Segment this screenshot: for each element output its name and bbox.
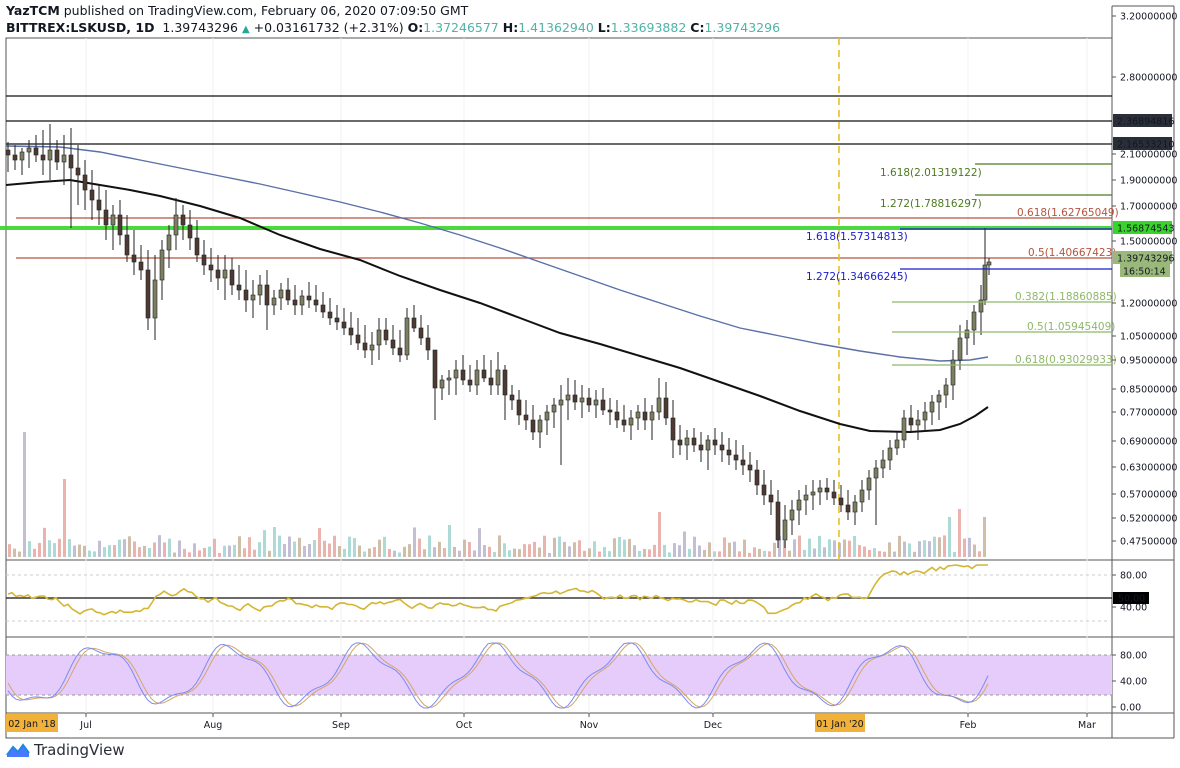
tradingview-logo[interactable]: TradingView xyxy=(6,741,125,759)
stoch-rsi-pane xyxy=(6,642,1112,709)
price-chart[interactable]: 1.618(2.01319122) 1.272(1.78816297) 0.618(… xyxy=(0,0,1180,740)
svg-text:Nov: Nov xyxy=(580,720,599,731)
svg-text:Mar: Mar xyxy=(1078,720,1096,731)
author-name[interactable]: YazTCM xyxy=(6,3,60,18)
open-value: 1.37246577 xyxy=(423,20,499,35)
svg-text:0.63000000: 0.63000000 xyxy=(1120,463,1177,474)
time-axis[interactable]: Jul Aug Sep Oct Nov Dec Feb Mar 02 Jan '18 01 Jan… xyxy=(6,713,1096,732)
svg-text:0.85000000: 0.85000000 xyxy=(1120,385,1177,396)
svg-text:0.382(1.18860885): 0.382(1.18860885) xyxy=(1015,291,1117,303)
low-value: 1.33693882 xyxy=(610,20,687,35)
svg-text:02 Jan '18: 02 Jan '18 xyxy=(8,719,55,730)
last-price: 1.39743296 xyxy=(162,20,238,35)
svg-text:1.272(1.34666245): 1.272(1.34666245) xyxy=(806,271,908,283)
volume-bars xyxy=(8,432,986,557)
published-text: published on TradingView.com, February 0… xyxy=(63,3,469,18)
rsi-pane xyxy=(6,564,1112,622)
moving-averages xyxy=(5,145,989,434)
candlesticks xyxy=(5,124,992,548)
svg-text:2.36894816: 2.36894816 xyxy=(1117,117,1174,128)
svg-text:3.20000000: 3.20000000 xyxy=(1120,12,1177,23)
svg-text:2.16533210: 2.16533210 xyxy=(1117,140,1174,151)
svg-text:0.47500000: 0.47500000 xyxy=(1120,537,1177,548)
svg-text:2.80000000: 2.80000000 xyxy=(1120,73,1177,84)
svg-text:0.5(1.40667423): 0.5(1.40667423) xyxy=(1028,247,1116,259)
svg-text:1.70000000: 1.70000000 xyxy=(1120,202,1177,213)
fib-levels: 1.618(2.01319122) 1.272(1.78816297) 0.618(… xyxy=(806,163,1119,366)
svg-text:2.10000000: 2.10000000 xyxy=(1120,150,1177,161)
chart-frame xyxy=(5,5,1175,739)
symbol-label: BITTREX:LSKUSD, 1D xyxy=(6,20,155,35)
svg-text:Aug: Aug xyxy=(204,720,223,731)
svg-text:0.00: 0.00 xyxy=(1120,703,1141,714)
open-label: O: xyxy=(407,20,424,35)
svg-text:0.618(1.62765049): 0.618(1.62765049) xyxy=(1017,207,1119,219)
svg-text:40.00: 40.00 xyxy=(1120,677,1147,688)
price-change: +0.03161732 (+2.31%) xyxy=(253,20,404,35)
svg-text:0.52000000: 0.52000000 xyxy=(1120,514,1177,525)
svg-text:Oct: Oct xyxy=(456,720,473,731)
svg-text:1.90000000: 1.90000000 xyxy=(1120,176,1177,187)
tradingview-brand: TradingView xyxy=(34,741,125,759)
svg-text:0.57000000: 0.57000000 xyxy=(1120,490,1177,501)
svg-text:1.05000000: 1.05000000 xyxy=(1120,332,1177,343)
close-label: C: xyxy=(690,20,705,35)
svg-text:1.39743296: 1.39743296 xyxy=(1117,254,1174,265)
svg-text:1.272(1.78816297): 1.272(1.78816297) xyxy=(880,198,982,210)
svg-text:Dec: Dec xyxy=(704,720,722,731)
svg-text:40.00: 40.00 xyxy=(1120,603,1147,614)
price-axis[interactable]: 3.20000000 2.80000000 2.10000000 1.90000000… xyxy=(1112,12,1177,714)
tradingview-logo-icon xyxy=(6,743,30,757)
horizontal-levels xyxy=(0,95,1112,259)
svg-text:80.00: 80.00 xyxy=(1120,571,1147,582)
svg-text:50.00: 50.00 xyxy=(1118,594,1145,605)
low-label: L: xyxy=(597,20,611,35)
svg-text:1.618(1.57314813): 1.618(1.57314813) xyxy=(806,231,908,243)
svg-text:80.00: 80.00 xyxy=(1120,651,1147,662)
svg-text:16:50:14: 16:50:14 xyxy=(1123,267,1166,278)
svg-text:Feb: Feb xyxy=(960,720,977,731)
svg-text:0.69000000: 0.69000000 xyxy=(1120,437,1177,448)
close-value: 1.39743296 xyxy=(704,20,781,35)
high-value: 1.41362940 xyxy=(518,20,594,35)
svg-text:Jul: Jul xyxy=(79,720,91,731)
svg-text:1.56874543: 1.56874543 xyxy=(1117,224,1174,235)
svg-text:01 Jan '20: 01 Jan '20 xyxy=(816,719,863,730)
svg-text:0.618(0.93029933): 0.618(0.93029933) xyxy=(1015,354,1117,366)
svg-text:1.20000000: 1.20000000 xyxy=(1120,299,1177,310)
high-label: H: xyxy=(502,20,519,35)
svg-text:0.5(1.05945409): 0.5(1.05945409) xyxy=(1027,321,1115,333)
svg-text:0.95000000: 0.95000000 xyxy=(1120,356,1177,367)
up-arrow-icon: ▲ xyxy=(241,24,250,35)
svg-text:1.50000000: 1.50000000 xyxy=(1120,237,1177,248)
svg-text:Sep: Sep xyxy=(332,720,350,731)
svg-text:0.77000000: 0.77000000 xyxy=(1120,408,1177,419)
grid-lines xyxy=(85,38,1088,713)
svg-text:1.618(2.01319122): 1.618(2.01319122) xyxy=(880,167,982,179)
chart-header: YazTCM published on TradingView.com, Feb… xyxy=(6,3,780,38)
